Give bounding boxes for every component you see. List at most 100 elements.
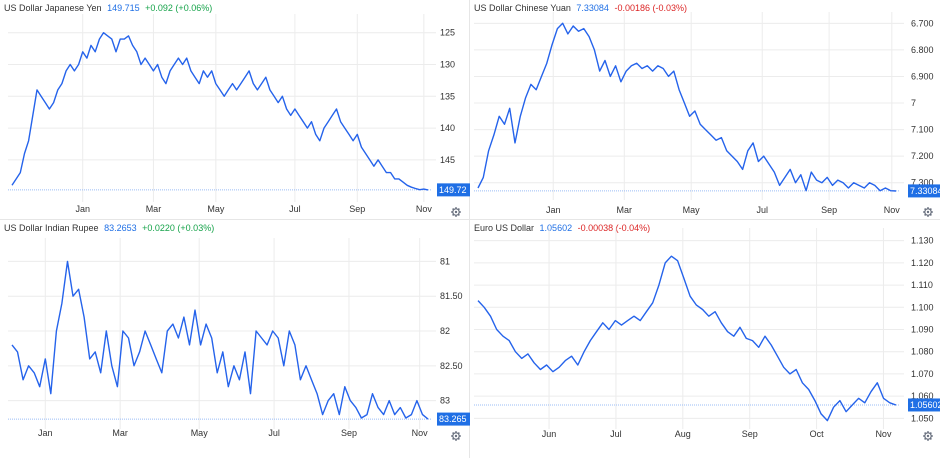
chart-price: 7.33084: [576, 3, 609, 13]
x-tick-label: Sep: [341, 428, 357, 438]
x-tick-label: May: [683, 205, 701, 215]
y-tick-label: 82.50: [440, 361, 463, 371]
chart-change: -0.00038 (-0.04%): [577, 223, 651, 233]
y-tick-label: 145: [440, 155, 455, 165]
chart-change: -0.00186 (-0.03%): [614, 3, 688, 13]
x-tick-label: Jun: [542, 429, 557, 439]
x-tick-label: Sep: [349, 204, 365, 214]
x-tick-label: Nov: [412, 428, 429, 438]
x-tick-label: Mar: [112, 428, 128, 438]
y-tick-label: 130: [440, 60, 455, 70]
x-tick-label: Nov: [875, 429, 892, 439]
gear-icon[interactable]: [451, 431, 461, 441]
gear-icon[interactable]: [923, 207, 933, 217]
y-tick-label: 81.50: [440, 291, 463, 301]
chart-price: 83.2653: [104, 223, 137, 233]
x-tick-label: Oct: [810, 429, 825, 439]
y-tick-label: 7.300: [911, 178, 934, 188]
chart-panel-usd-inr: US Dollar Indian Rupee 83.2653 +0.0220 (…: [0, 220, 473, 458]
horizontal-divider: [0, 219, 940, 220]
chart-panel-usd-jpy: US Dollar Japanese Yen 149.715 +0.092 (+…: [0, 0, 473, 219]
y-tick-label: 7.100: [911, 125, 934, 135]
y-tick-label: 125: [440, 28, 455, 38]
price-badge-bg: [437, 412, 473, 426]
y-tick-label: 135: [440, 91, 455, 101]
price-badge-bg: [908, 184, 940, 198]
y-tick-label: 82: [440, 326, 450, 336]
gear-hub: [926, 434, 930, 438]
chart-change: +0.0220 (+0.03%): [142, 223, 215, 233]
x-tick-label: Jul: [289, 204, 301, 214]
x-tick-label: May: [191, 428, 209, 438]
series-line: [11, 32, 429, 191]
price-badge-bg: [437, 183, 473, 197]
x-tick-label: Aug: [675, 429, 691, 439]
x-tick-label: Jan: [546, 205, 561, 215]
chart-header: US Dollar Japanese Yen 149.715 +0.092 (+…: [4, 3, 212, 13]
x-tick-label: May: [207, 204, 225, 214]
y-tick-label: 7: [911, 98, 916, 108]
chart-change: +0.092 (+0.06%): [145, 3, 213, 13]
chart-svg[interactable]: 125 130 135 140 145 Jan Mar May Jul Sep Nov 149.72: [0, 0, 473, 219]
chart-panel-eur-usd: Euro US Dollar 1.05602 -0.00038 (-0.04%)…: [470, 220, 940, 458]
x-tick-label: Sep: [742, 429, 758, 439]
x-tick-label: Mar: [617, 205, 633, 215]
vertical-divider: [469, 0, 470, 458]
chart-header: Euro US Dollar 1.05602 -0.00038 (-0.04%): [474, 223, 650, 233]
y-tick-label: 6.700: [911, 18, 934, 28]
price-badge-label: 149.72: [439, 185, 467, 195]
y-tick-label: 1.060: [911, 391, 934, 401]
chart-header: US Dollar Indian Rupee 83.2653 +0.0220 (…: [4, 223, 214, 233]
chart-price: 149.715: [107, 3, 140, 13]
chart-svg[interactable]: 81 81.50 82 82.50 83 Jan Mar May Jul Sep Nov 83.265: [0, 220, 473, 458]
y-tick-label: 1.080: [911, 347, 934, 357]
chart-title: US Dollar Indian Rupee: [4, 223, 99, 233]
y-tick-label: 140: [440, 123, 455, 133]
series-line: [477, 255, 897, 422]
y-tick-label: 81: [440, 256, 450, 266]
y-tick-label: 83: [440, 396, 450, 406]
x-tick-label: Jul: [268, 428, 280, 438]
y-tick-label: 1.130: [911, 236, 934, 246]
chart-title: US Dollar Chinese Yuan: [474, 3, 571, 13]
price-badge-bg: [908, 398, 940, 412]
gear-hub: [454, 434, 458, 438]
chart-svg[interactable]: 1.130 1.120 1.110 1.100 1.090 1.080 1.070 1.060…: [470, 220, 940, 458]
price-badge-label: 1.05602: [910, 400, 940, 410]
series-line: [477, 22, 897, 192]
x-tick-label: Jul: [610, 429, 622, 439]
y-tick-label: 1.110: [911, 280, 933, 290]
gear-icon[interactable]: [923, 431, 933, 441]
price-badge-label: 83.265: [439, 414, 467, 424]
chart-panel-usd-cny: US Dollar Chinese Yuan 7.33084 -0.00186 …: [470, 0, 940, 219]
y-tick-label: 1.050: [911, 413, 934, 423]
chart-title: Euro US Dollar: [474, 223, 535, 233]
chart-title: US Dollar Japanese Yen: [4, 3, 102, 13]
x-tick-label: Nov: [416, 204, 433, 214]
price-badge: 7.33084: [908, 184, 940, 198]
y-tick-label: 6.900: [911, 71, 934, 81]
x-tick-label: Jan: [75, 204, 90, 214]
x-tick-label: Jan: [38, 428, 53, 438]
price-badge-label: 7.33084: [910, 186, 940, 196]
price-badge: 1.05602: [908, 398, 940, 412]
gear-icon[interactable]: [451, 207, 461, 217]
series-line: [11, 260, 429, 420]
y-tick-label: 6.800: [911, 45, 934, 55]
y-tick-label: 1.100: [911, 302, 934, 312]
y-tick-label: 1.070: [911, 369, 934, 379]
price-badge: 149.72: [437, 183, 473, 197]
y-tick-label: 7.200: [911, 151, 934, 161]
price-badge: 83.265: [437, 412, 473, 426]
chart-price: 1.05602: [539, 223, 573, 233]
x-tick-label: Jul: [756, 205, 768, 215]
y-tick-label: 1.120: [911, 258, 934, 268]
chart-svg[interactable]: 6.700 6.800 6.900 7 7.100 7.200 7.300 Jan Mar May…: [470, 0, 940, 219]
chart-header: US Dollar Chinese Yuan 7.33084 -0.00186 …: [474, 3, 687, 13]
gear-hub: [454, 210, 458, 214]
x-tick-label: Nov: [884, 205, 901, 215]
x-tick-label: Mar: [146, 204, 162, 214]
x-tick-label: Sep: [821, 205, 837, 215]
gear-hub: [926, 210, 930, 214]
y-tick-label: 1.090: [911, 325, 934, 335]
